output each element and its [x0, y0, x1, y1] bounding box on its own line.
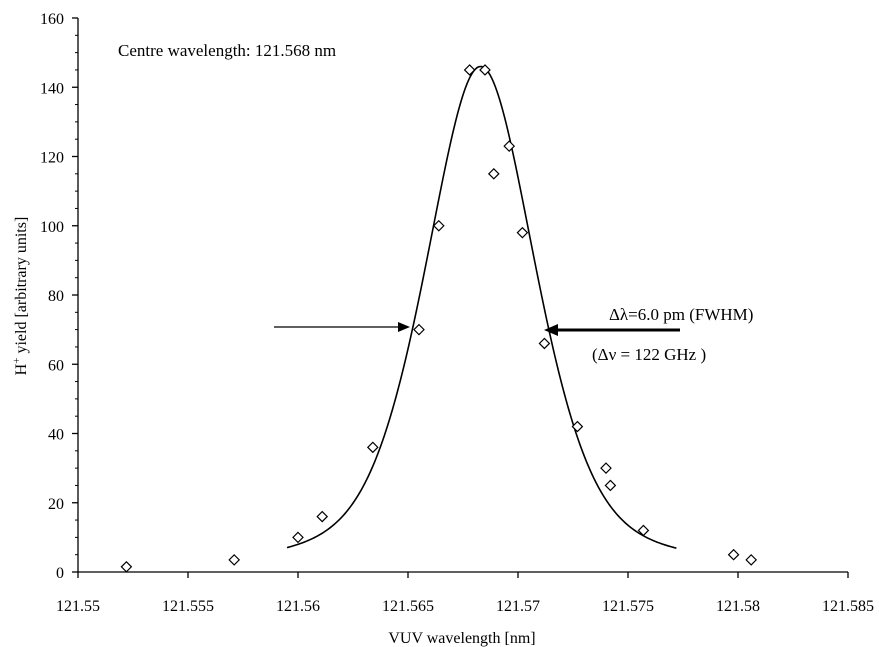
fit-curve — [286, 65, 677, 549]
y-tick-label: 60 — [48, 357, 64, 374]
frequency-annotation: (Δν = 122 GHz ) — [592, 345, 706, 364]
y-tick-label: 100 — [40, 219, 64, 236]
y-tick-label: 160 — [40, 11, 64, 28]
y-tick-label: 40 — [48, 427, 64, 444]
axes — [77, 18, 848, 573]
x-tick-label: 121.55 — [56, 598, 100, 615]
x-tick-label: 121.565 — [382, 598, 434, 615]
data-point — [600, 462, 612, 474]
y-axis-title-main: H — [13, 363, 30, 375]
data-point — [727, 548, 740, 561]
y-axis-title-sup: + — [11, 358, 23, 364]
right-arrowhead — [544, 324, 558, 336]
x-ticks: 121.55 121.555 121.56 121.565 121.57 121.575 1… — [56, 572, 874, 615]
right-fwhm-arrow — [544, 324, 680, 336]
x-tick-label: 121.58 — [716, 598, 760, 615]
data-point — [366, 441, 379, 454]
fwhm-annotation: Δλ=6.0 pm (FWHM) — [609, 305, 753, 324]
data-point — [604, 479, 617, 492]
y-tick-label: 140 — [40, 80, 64, 97]
data-point — [120, 560, 133, 573]
data-point — [432, 219, 445, 232]
data-point — [316, 510, 329, 523]
y-axis-title: H+ yield [arbitrary units] — [11, 217, 30, 376]
left-fwhm-arrow — [274, 322, 410, 332]
data-point — [503, 140, 516, 152]
data-point — [413, 323, 425, 336]
x-tick-label: 121.585 — [822, 598, 874, 615]
data-point — [538, 337, 551, 350]
data-point — [292, 531, 304, 544]
data-point — [487, 167, 500, 180]
centre-wavelength-annotation: Centre wavelength: 121.568 nm — [118, 41, 336, 60]
y-axis-title-rest: yield [arbitrary units] — [13, 217, 30, 358]
y-tick-label: 20 — [48, 496, 64, 513]
data-point — [463, 64, 476, 76]
x-tick-label: 121.555 — [162, 598, 214, 615]
x-axis-title: VUV wavelength [nm] — [388, 630, 535, 647]
data-point — [745, 554, 758, 566]
left-arrowhead — [398, 322, 410, 332]
x-tick-label: 121.56 — [276, 598, 320, 615]
fit-curve-layer — [286, 65, 677, 549]
y-tick-label: 0 — [56, 565, 64, 582]
y-ticks: 0 20 40 60 80 100 120 140 160 — [40, 11, 78, 582]
y-tick-label: 80 — [48, 288, 64, 305]
x-tick-label: 121.57 — [496, 598, 540, 615]
data-point — [228, 554, 241, 566]
data-points-layer — [120, 64, 758, 573]
data-point — [571, 420, 584, 433]
data-point — [637, 524, 650, 537]
x-tick-label: 121.575 — [602, 598, 654, 615]
y-tick-label: 120 — [40, 150, 64, 167]
data-point — [479, 64, 491, 76]
data-point — [516, 226, 529, 239]
